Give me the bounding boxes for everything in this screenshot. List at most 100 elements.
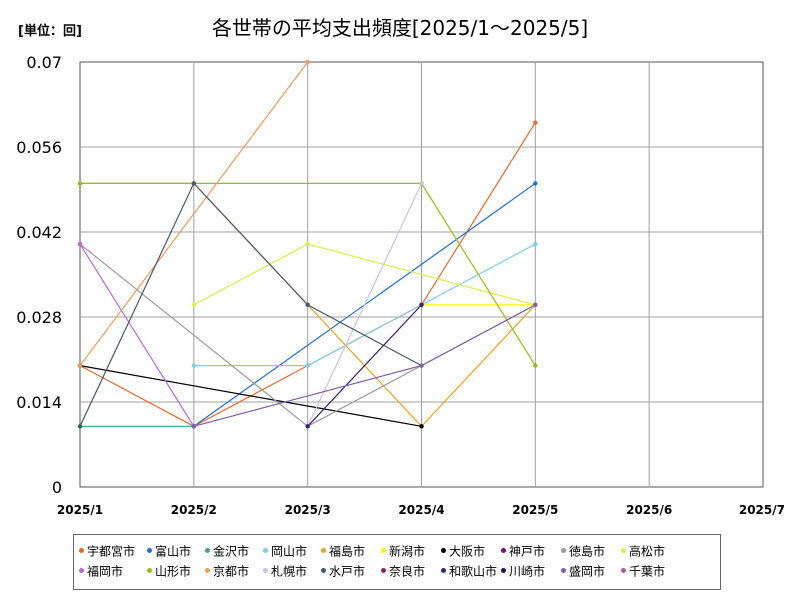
data-point-1-4 [533,181,538,186]
data-point-11-4 [533,363,538,368]
series-line-10 [79,243,195,427]
legend-swatch [441,548,446,553]
legend-swatch [205,568,210,573]
data-point-12-2 [305,59,310,65]
legend-item: 和歌山市 [441,564,497,579]
data-point-16-3 [419,302,424,308]
legend-label: 和歌山市 [449,564,498,579]
legend-label: 金沢市 [213,544,250,559]
data-point-16-2 [305,424,310,429]
data-point-9-1 [191,302,197,308]
legend-swatch [561,568,566,573]
legend-item: 新潟市 [381,544,425,559]
legend-item: 川崎市 [501,564,545,579]
chart-title: 各世帯の平均支出頻度[2025/1～2025/5] [211,16,589,40]
legend-swatch [621,548,626,553]
legend-label: 宇都宮市 [87,544,136,559]
data-point-12-0 [77,363,83,368]
y-axis-ticks: 0 0.014 0.028 0.042 0.056 0.07 [16,53,62,497]
y-tick-label: 0.042 [16,223,62,242]
data-point-11-0 [77,181,83,186]
data-point-6-3 [419,424,424,429]
legend-swatch [147,548,152,553]
legend: 宇都宮市 富山市 金沢市 岡山市 福島市 新潟市 大阪市 神戸市 徳島市 高松市福岡市 山形市 京都市… [73,534,721,590]
x-axis-ticks: 2025/1 2025/2 2025/3 2025/4 2025/5 2025/6 2025… [57,503,785,517]
y-tick-label: 0.014 [16,393,62,412]
data-point-3-1 [191,363,197,368]
grid-lines [80,62,763,487]
data-point-3-4 [533,241,538,247]
legend-item: 水戸市 [321,564,365,579]
legend-item: 福岡市 [79,564,123,579]
data-point-14-1 [191,181,197,186]
data-point-18-1 [191,424,197,429]
legend-label: 札幌市 [271,564,308,579]
legend-swatch [321,548,326,553]
legend-swatch [501,548,506,553]
legend-label: 福岡市 [87,564,124,579]
legend-swatch [147,568,152,573]
legend-item: 金沢市 [205,544,249,559]
legend-item: 富山市 [147,544,191,559]
legend-label: 山形市 [155,564,192,579]
legend-label: 高松市 [629,544,666,559]
y-tick-label: 0.056 [16,138,62,157]
series-line-6 [79,365,422,427]
legend-item: 山形市 [147,564,191,579]
y-tick-label: 0 [52,478,62,497]
legend-label: 神戸市 [509,544,546,559]
legend-label: 川崎市 [509,564,546,579]
series-line-13 [307,183,423,427]
legend-item: 岡山市 [263,544,307,559]
unit-label: [単位：回] [18,24,82,39]
legend-item: 盛岡市 [561,564,605,579]
series-line-12 [79,61,309,366]
data-point-0-4 [533,120,538,125]
legend-item: 福島市 [321,544,365,559]
legend-swatch [205,548,210,553]
data-point-14-0 [77,424,83,429]
data-point-3-2 [305,363,310,368]
legend-swatch [79,568,84,573]
legend-label: 盛岡市 [569,564,606,579]
legend-swatch [381,568,386,573]
data-point-10-0 [77,241,83,247]
legend-label: 水戸市 [329,564,366,579]
legend-item: 京都市 [205,564,249,579]
series-line-16 [307,304,422,427]
data-point-18-3 [419,363,424,368]
legend-label: 奈良市 [389,564,426,579]
x-tick-label: 2025/2 [171,503,217,517]
x-tick-label: 2025/6 [626,503,672,517]
series-points [77,59,538,429]
data-point-13-3 [419,181,424,186]
x-tick-label: 2025/1 [57,503,103,517]
legend-item: 札幌市 [263,564,307,579]
series-line-14 [79,182,422,427]
legend-item: 高松市 [621,544,665,559]
legend-item: 神戸市 [501,544,545,559]
legend-label: 徳島市 [569,544,606,559]
x-tick-label: 2025/5 [512,503,558,517]
legend-label: 京都市 [213,564,250,579]
legend-item: 大阪市 [441,544,485,559]
legend-label: 大阪市 [449,544,486,559]
y-tick-label: 0.028 [16,308,62,327]
legend-label: 新潟市 [389,544,426,559]
data-point-14-2 [305,302,310,308]
x-tick-label: 2025/3 [285,503,331,517]
legend-label: 千葉市 [629,564,666,579]
legend-swatch [501,568,506,573]
x-tick-label: 2025/4 [398,503,444,517]
legend-swatch [263,548,268,553]
data-point-18-4 [533,302,538,308]
legend-item: 奈良市 [381,564,425,579]
data-point-9-2 [305,241,310,247]
x-tick-label: 2025/7 [739,503,785,517]
legend-swatch [381,548,386,553]
legend-item: 徳島市 [561,544,605,559]
legend-label: 岡山市 [271,544,308,559]
legend-swatch [561,548,566,553]
legend-swatch [621,568,626,573]
legend-item: 千葉市 [621,564,665,579]
